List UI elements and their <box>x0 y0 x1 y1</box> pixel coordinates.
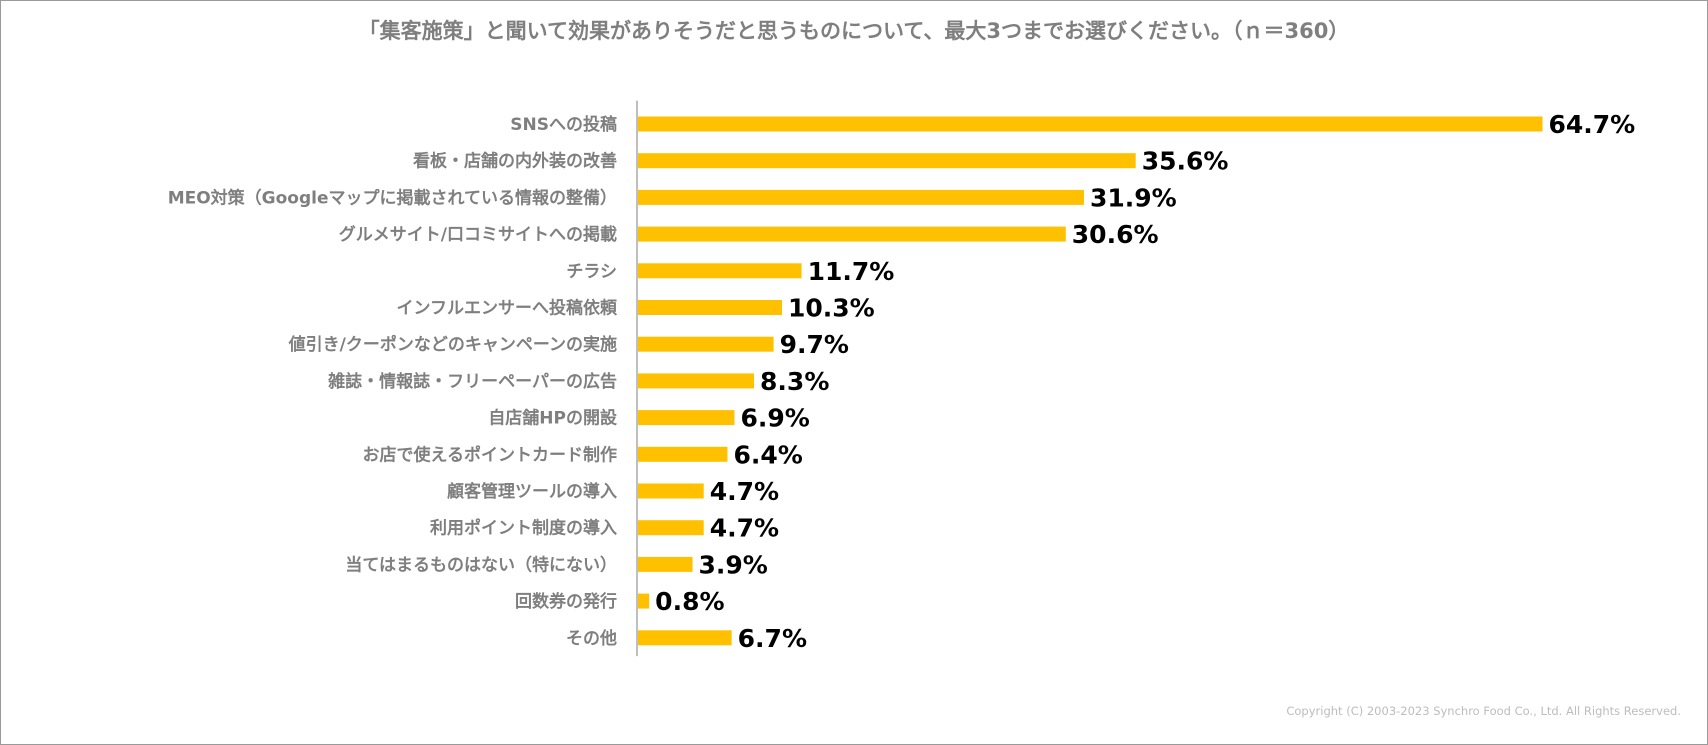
value-label: 6.4% <box>733 440 802 469</box>
category-label: 自店舗HPの開設 <box>488 408 618 429</box>
bar <box>638 300 782 315</box>
bar <box>638 116 1543 132</box>
value-labels: 64.7% 35.6% 31.9% 30.6% 11.7% 10.3% 9.7% 8.3% 6.… <box>655 110 1635 653</box>
category-label: 雑誌・情報誌・フリーペーパーの広告 <box>327 371 617 392</box>
category-label: 利用ポイント制度の導入 <box>430 518 617 539</box>
bars <box>638 116 1543 646</box>
bar <box>638 373 755 389</box>
category-label: お店で使えるポイントカード制作 <box>363 444 618 465</box>
bar <box>638 593 650 609</box>
bar <box>638 446 728 462</box>
value-label: 3.9% <box>699 550 768 579</box>
category-label: 回数券の発行 <box>515 591 617 612</box>
bar <box>638 226 1066 242</box>
value-label: 10.3% <box>788 294 875 323</box>
bar <box>638 556 693 572</box>
bar <box>638 520 704 536</box>
chart-title: 「集客施策」と聞いて効果がありそうだと思うものについて、最大3つまでお選びくださ… <box>358 19 1350 43</box>
bar <box>638 410 735 426</box>
value-label: 4.7% <box>710 477 779 506</box>
value-label: 0.8% <box>655 587 724 616</box>
bar <box>638 263 802 279</box>
category-label: グルメサイト/口コミサイトへの掲載 <box>339 224 617 245</box>
category-label: SNSへの投稿 <box>510 114 617 135</box>
category-label: MEO対策（Googleマップに掲載されている情報の整備） <box>168 187 617 208</box>
bar <box>638 630 732 646</box>
value-label: 35.6% <box>1142 147 1229 176</box>
category-label: 顧客管理ツールの導入 <box>447 481 617 502</box>
value-label: 9.7% <box>780 330 849 359</box>
value-label: 6.9% <box>740 404 809 433</box>
copyright-text: Copyright (C) 2003-2023 Synchro Food Co.… <box>1286 704 1681 718</box>
value-label: 31.9% <box>1090 183 1177 212</box>
value-label: 30.6% <box>1072 220 1159 249</box>
category-label: インフルエンサーへ投稿依頼 <box>397 298 618 319</box>
value-label: 8.3% <box>760 367 829 396</box>
bar <box>638 336 774 352</box>
value-label: 4.7% <box>710 514 779 543</box>
value-label: 6.7% <box>738 624 807 653</box>
bar <box>638 153 1136 169</box>
bar <box>638 483 704 499</box>
value-label: 64.7% <box>1549 110 1636 139</box>
category-label: 看板・店舗の内外装の改善 <box>412 151 617 172</box>
category-label: チラシ <box>566 262 617 282</box>
category-label: 値引き/クーポンなどのキャンペーンの実施 <box>288 334 617 355</box>
category-label: その他 <box>566 628 617 649</box>
value-label: 11.7% <box>808 257 895 286</box>
bar <box>638 189 1084 205</box>
category-label: 当てはまるものはない（特にない） <box>345 554 617 575</box>
